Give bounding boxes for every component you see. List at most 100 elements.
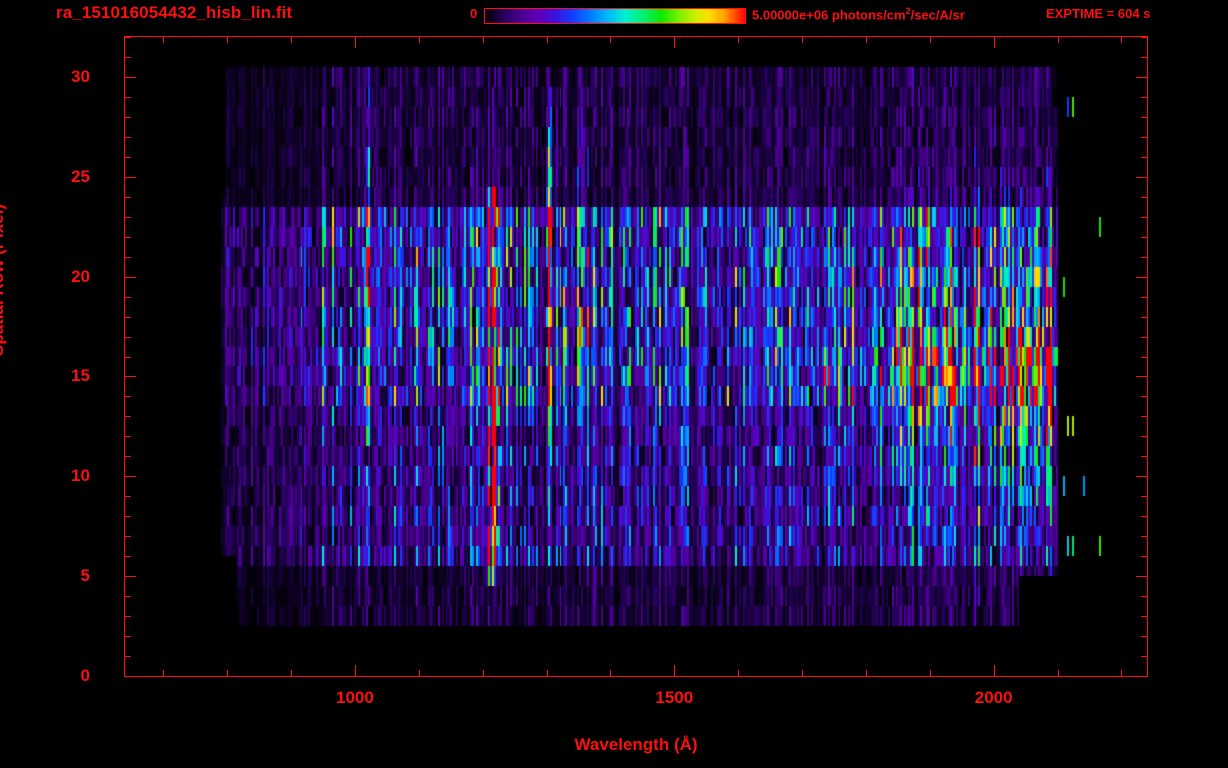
axis-tick <box>1058 670 1059 676</box>
axis-tick <box>674 37 675 48</box>
axis-tick <box>227 670 228 676</box>
axis-tick <box>674 665 675 676</box>
axis-tick <box>738 37 739 43</box>
axis-tick <box>1141 416 1147 417</box>
axis-tick <box>125 616 131 617</box>
axis-tick <box>1141 496 1147 497</box>
axis-tick <box>125 117 131 118</box>
axis-tick <box>866 37 867 43</box>
axis-tick <box>125 556 131 557</box>
axis-tick <box>1141 556 1147 557</box>
axis-tick <box>355 37 356 48</box>
axis-tick <box>1141 616 1147 617</box>
exptime-label: EXPTIME = 604 s <box>1046 6 1151 21</box>
axis-tick <box>1141 536 1147 537</box>
axis-tick <box>125 317 131 318</box>
axis-tick <box>1136 576 1147 577</box>
axis-tick <box>1141 636 1147 637</box>
axis-tick <box>1136 676 1147 677</box>
colorbar-max-value: 5.00000e+06 photons/cm <box>752 7 906 23</box>
axis-tick <box>1141 97 1147 98</box>
axis-tick <box>419 37 420 43</box>
spectrogram-image <box>125 37 1147 676</box>
axis-tick <box>125 197 131 198</box>
axis-tick <box>125 576 136 577</box>
page-title: ra_151016054432_hisb_lin.fit <box>56 3 293 22</box>
y-axis-tick-label: 10 <box>71 466 90 486</box>
axis-tick <box>930 37 931 43</box>
colorbar-gradient <box>484 8 746 24</box>
axis-tick <box>125 476 136 477</box>
axis-tick <box>547 670 548 676</box>
axis-tick <box>125 177 136 178</box>
y-axis-tick-label: 30 <box>71 66 90 86</box>
y-axis-tick-label: 0 <box>80 666 90 685</box>
axis-tick <box>125 257 131 258</box>
colorbar-max-label: 5.00000e+06 photons/cm2/sec/A/sr <box>752 6 965 22</box>
axis-tick <box>125 516 131 517</box>
axis-tick <box>1136 77 1147 78</box>
axis-tick <box>547 37 548 43</box>
axis-tick <box>125 277 136 278</box>
axis-tick <box>483 670 484 676</box>
axis-tick <box>125 157 131 158</box>
axis-tick <box>125 416 131 417</box>
axis-tick <box>1141 217 1147 218</box>
axis-tick <box>1141 37 1147 38</box>
x-axis-tick-label: 2000 <box>974 688 1013 707</box>
axis-tick <box>125 77 136 78</box>
axis-tick <box>930 670 931 676</box>
axis-tick <box>125 37 131 38</box>
axis-tick <box>125 656 131 657</box>
axis-tick <box>125 676 136 677</box>
axis-tick <box>227 37 228 43</box>
axis-tick <box>1141 456 1147 457</box>
axis-tick <box>994 37 995 48</box>
axis-tick <box>1121 37 1122 43</box>
axis-tick <box>125 297 131 298</box>
axis-tick <box>1058 37 1059 43</box>
axis-tick <box>1141 337 1147 338</box>
axis-tick <box>125 137 131 138</box>
axis-tick <box>125 237 131 238</box>
colorbar-units-suffix: /sec/A/sr <box>910 7 965 23</box>
axis-tick <box>125 636 131 637</box>
axis-tick <box>1141 317 1147 318</box>
axis-tick <box>994 665 995 676</box>
axis-tick <box>419 670 420 676</box>
y-axis-tick-label: 15 <box>71 366 90 386</box>
axis-tick <box>125 57 131 58</box>
axis-tick <box>1141 656 1147 657</box>
axis-tick <box>125 337 131 338</box>
axis-tick <box>1141 396 1147 397</box>
x-axis-tick-label: 1500 <box>655 688 694 707</box>
axis-tick <box>1141 257 1147 258</box>
axis-tick <box>125 496 131 497</box>
x-axis-tick-label: 1000 <box>336 688 374 707</box>
y-axis-tick-label: 20 <box>71 266 90 286</box>
axis-tick <box>125 217 131 218</box>
axis-tick <box>1141 57 1147 58</box>
axis-tick <box>125 376 136 377</box>
axis-tick <box>738 670 739 676</box>
axis-tick <box>1136 177 1147 178</box>
y-axis-title: Spatial Row (Pixel) <box>0 203 7 356</box>
axis-tick <box>1141 596 1147 597</box>
axis-tick <box>1141 237 1147 238</box>
axis-tick <box>866 670 867 676</box>
axis-tick <box>125 436 131 437</box>
axis-tick <box>1141 297 1147 298</box>
axis-tick <box>610 37 611 43</box>
axis-tick <box>1136 376 1147 377</box>
axis-tick <box>1141 436 1147 437</box>
axis-tick <box>125 596 131 597</box>
axis-tick <box>1136 277 1147 278</box>
axis-tick <box>610 670 611 676</box>
colorbar-min-label: 0 <box>470 6 478 21</box>
axis-tick <box>802 670 803 676</box>
axis-tick <box>125 97 131 98</box>
axis-tick <box>163 670 164 676</box>
axis-tick <box>1121 670 1122 676</box>
axis-tick <box>355 665 356 676</box>
